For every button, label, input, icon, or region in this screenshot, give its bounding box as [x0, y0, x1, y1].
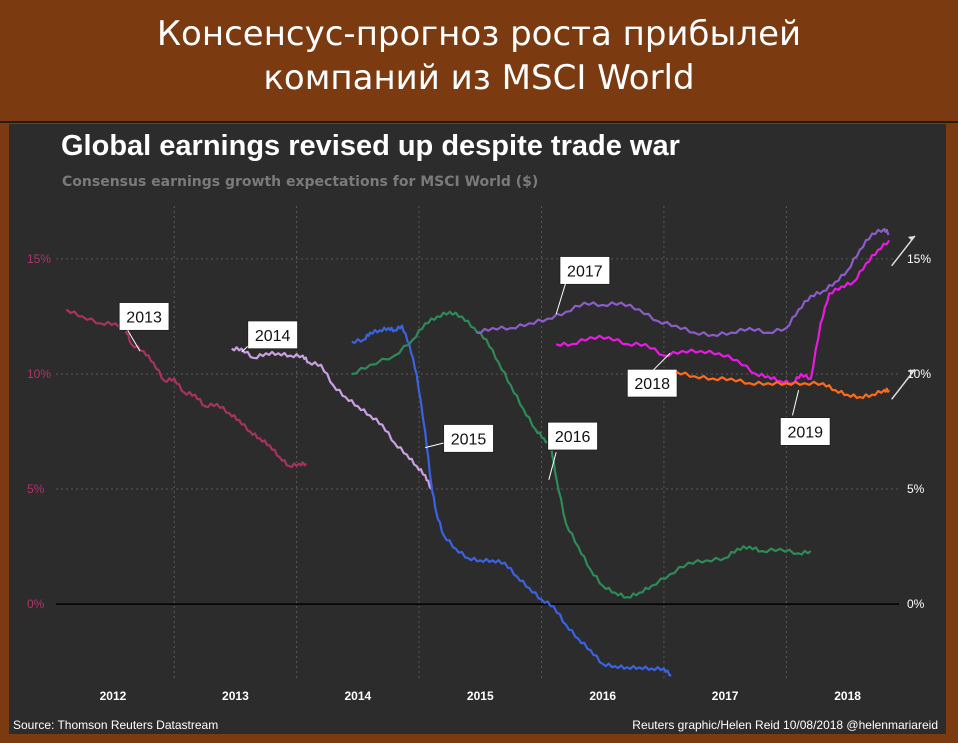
series-line-2015 — [351, 324, 672, 677]
series-label-box-2016 — [547, 421, 599, 451]
series-line-2017 — [476, 227, 890, 337]
x-tick-label: 2016 — [589, 689, 616, 703]
x-tick-label: 2017 — [712, 689, 739, 703]
series-label-2013: 2013 — [126, 309, 162, 326]
x-tick-label: 2015 — [467, 689, 494, 703]
series-line-2016 — [351, 310, 812, 599]
series-label-2017: 2017 — [567, 263, 603, 280]
banner-divider — [0, 121, 958, 123]
series-line-2014 — [231, 346, 433, 490]
series-label-2016: 2016 — [555, 429, 591, 446]
credit-note: Reuters graphic/Helen Reid 10/08/2018 @h… — [632, 718, 938, 732]
x-tick-label: 2018 — [834, 689, 861, 703]
arrow-15-icon — [891, 235, 916, 267]
series-label-box-2015 — [443, 423, 495, 453]
leader-line-2016 — [548, 452, 557, 480]
x-tick-label: 2014 — [344, 689, 371, 703]
y-tick-label-right: 15% — [907, 252, 931, 266]
series-label-2015: 2015 — [451, 431, 487, 448]
leader-line-2013 — [127, 329, 141, 352]
banner: Консенсус-прогноз роста прибылей компани… — [0, 0, 958, 121]
leader-line-2017 — [555, 281, 567, 315]
arrow-10-icon — [891, 368, 916, 400]
series-label-2019: 2019 — [787, 424, 823, 441]
x-tick-label: 2012 — [100, 689, 127, 703]
series-line-2018 — [555, 239, 891, 386]
series-label-box-2013 — [118, 301, 170, 331]
arrowhead-10-icon — [907, 369, 915, 375]
series-label-box-2014 — [247, 320, 299, 350]
source-note: Source: Thomson Reuters Datastream — [13, 718, 219, 732]
banner-line-1: Консенсус-прогноз роста прибылей — [156, 14, 802, 54]
chart-title: Global earnings revised up despite trade… — [61, 130, 680, 162]
chart-subtitle: Consensus earnings growth expectations f… — [62, 174, 539, 190]
leader-line-2014 — [241, 345, 248, 353]
series-label-box-2017 — [559, 255, 611, 285]
arrowhead-15-icon — [907, 235, 915, 241]
leader-line-2015 — [425, 442, 444, 449]
x-tick-label: 2013 — [222, 689, 249, 703]
series-line-2019 — [675, 370, 891, 400]
leader-line-2019 — [791, 389, 800, 416]
y-tick-label-left: 15% — [27, 252, 51, 266]
leader-line-2018 — [651, 352, 671, 373]
y-tick-label-left: 10% — [27, 367, 51, 381]
series-label-box-2019 — [779, 416, 831, 446]
series-label-box-2018 — [626, 368, 678, 398]
banner-line-2: компаний из MSCI World — [263, 58, 695, 98]
chart-panel: 15% 15% 10% 10% 5% 5% 0% 0% 2012 2013 2014 2015 2016… — [9, 124, 946, 734]
y-tick-label-left: 0% — [27, 597, 45, 611]
chart-canvas: 15% 15%10% 10%5% 5%0% 0%2012 2013 2014 2015 2016… — [27, 206, 931, 703]
y-tick-label-right: 0% — [907, 597, 925, 611]
y-tick-label-left: 5% — [27, 482, 45, 496]
series-label-2018: 2018 — [634, 376, 670, 393]
series-label-2014: 2014 — [255, 328, 291, 345]
y-tick-label-right: 5% — [907, 482, 925, 496]
